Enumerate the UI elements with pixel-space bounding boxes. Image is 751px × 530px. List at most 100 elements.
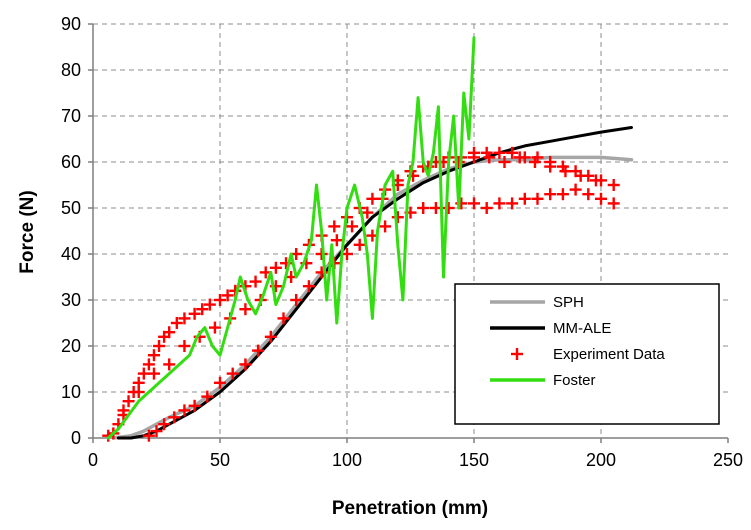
- series-experiment-data-point: [214, 294, 226, 306]
- series-experiment-data-point: [506, 197, 519, 210]
- legend-sph-label: SPH: [553, 294, 584, 311]
- series-experiment-data-point: [290, 294, 303, 306]
- series-experiment-data-point: [607, 197, 620, 210]
- series-experiment-data-point: [137, 367, 150, 380]
- series-experiment-data-point: [544, 188, 557, 201]
- series-experiment-data-point: [239, 358, 252, 371]
- series-experiment-data-points: [102, 146, 620, 442]
- series-experiment-data-point: [178, 340, 191, 352]
- series-experiment-data-point: [201, 390, 214, 403]
- series-experiment-data-point: [468, 151, 480, 164]
- series-experiment-data-point: [214, 376, 226, 389]
- series-experiment-data-point: [353, 238, 366, 251]
- series-experiment-data-point: [379, 220, 392, 233]
- series-experiment-data-point: [498, 156, 511, 168]
- series-experiment-data-point: [196, 303, 209, 316]
- series-experiment-data-point: [589, 174, 602, 187]
- series-experiment-data-point: [239, 303, 252, 316]
- series-experiment-data-point: [556, 188, 569, 201]
- series-experiment-data-point: [569, 183, 582, 196]
- y-tick-label: 30: [61, 290, 81, 310]
- series-experiment-data-point: [518, 192, 531, 205]
- legend: SPH MM-ALE Experiment Data Foster: [454, 283, 720, 425]
- series-experiment-data-point: [168, 411, 181, 424]
- series-experiment-data-point: [531, 192, 544, 205]
- y-tick-label: 70: [61, 106, 81, 126]
- y-tick-label: 20: [61, 336, 81, 356]
- series-experiment-data-point: [493, 197, 506, 210]
- series-experiment-data-point: [221, 289, 234, 302]
- legend-experiment-data-swatch: [511, 348, 523, 360]
- series-experiment-data-point: [203, 298, 216, 311]
- series-experiment-data-point: [252, 344, 265, 357]
- legend-mm-ale-label: MM-ALE: [553, 320, 611, 337]
- series-foster-line: [106, 36, 476, 440]
- series-experiment-data-point: [493, 146, 506, 159]
- series-experiment-data-point: [429, 202, 442, 214]
- series-experiment-data-point: [483, 151, 496, 164]
- x-axis-title: Penetration (mm): [332, 498, 488, 519]
- series-experiment-data-point: [480, 202, 493, 214]
- series-experiment-data-point: [574, 169, 587, 182]
- series-experiment-data-point: [170, 317, 183, 329]
- series-experiment-data-point: [595, 192, 607, 205]
- y-tick-label: 0: [71, 428, 81, 448]
- y-tick-label: 50: [61, 198, 81, 218]
- y-axis-title: Force (N): [17, 190, 38, 273]
- series-experiment-data-point: [302, 280, 315, 293]
- series-experiment-data-point: [188, 307, 201, 320]
- series-experiment-data-point: [361, 206, 374, 219]
- series-experiment-data-point: [188, 399, 201, 412]
- series-experiment-data-point: [328, 220, 341, 233]
- series-experiment-data-point: [158, 418, 171, 431]
- series-experiment-data-point: [178, 404, 191, 417]
- series-experiment-data-point: [528, 156, 541, 168]
- series-experiment-data-point: [468, 197, 480, 210]
- x-axis-ticks: 0 50 100 150 200 250: [88, 450, 743, 470]
- series-experiment-data-point: [132, 386, 145, 398]
- series-experiment-data-point: [226, 367, 239, 380]
- series-experiment-data-point: [269, 261, 282, 274]
- series-layer: [102, 36, 634, 442]
- series-experiment-data-point: [607, 179, 620, 191]
- x-tick-label: 50: [210, 450, 230, 470]
- series-experiment-data-point: [264, 330, 277, 343]
- series-experiment-data-point: [417, 202, 430, 214]
- series-experiment-data-point: [147, 349, 160, 362]
- legend-experiment-data-label: Experiment Data: [553, 346, 665, 363]
- series-experiment-data-point: [442, 202, 455, 214]
- series-experiment-data-point: [142, 358, 155, 371]
- series-experiment-data-point: [277, 312, 290, 325]
- legend-foster-label: Foster: [553, 372, 596, 389]
- series-experiment-data-point: [330, 234, 343, 247]
- series-experiment-data-point: [147, 367, 160, 380]
- series-experiment-data-point: [366, 192, 379, 205]
- series-experiment-data-point: [582, 188, 595, 201]
- plot-frame: [88, 23, 729, 443]
- series-experiment-data-point: [391, 211, 404, 224]
- x-tick-label: 200: [586, 450, 616, 470]
- y-tick-label: 10: [61, 382, 81, 402]
- series-experiment-data-point: [506, 146, 519, 159]
- series-experiment-data-point: [163, 358, 176, 371]
- legend-box: [454, 283, 720, 425]
- y-tick-label: 90: [61, 14, 81, 34]
- x-tick-label: 250: [713, 450, 743, 470]
- series-experiment-data-point: [249, 275, 262, 288]
- series-experiment-data-point: [150, 425, 163, 438]
- series-experiment-data-point: [163, 326, 176, 339]
- series-experiment-data-point: [117, 404, 130, 417]
- series-experiment-data-point: [513, 151, 526, 164]
- y-tick-label: 60: [61, 152, 81, 172]
- y-tick-label: 80: [61, 60, 81, 80]
- series-experiment-data-point: [544, 160, 557, 173]
- x-tick-label: 100: [332, 450, 362, 470]
- x-tick-label: 0: [88, 450, 98, 470]
- series-experiment-data-point: [178, 312, 191, 325]
- series-experiment-data-point: [208, 321, 221, 334]
- y-axis-ticks: 0 10 20 30 40 50 60 70 80 90: [61, 14, 81, 448]
- series-experiment-data-point: [559, 165, 572, 178]
- series-experiment-data-point: [346, 220, 359, 233]
